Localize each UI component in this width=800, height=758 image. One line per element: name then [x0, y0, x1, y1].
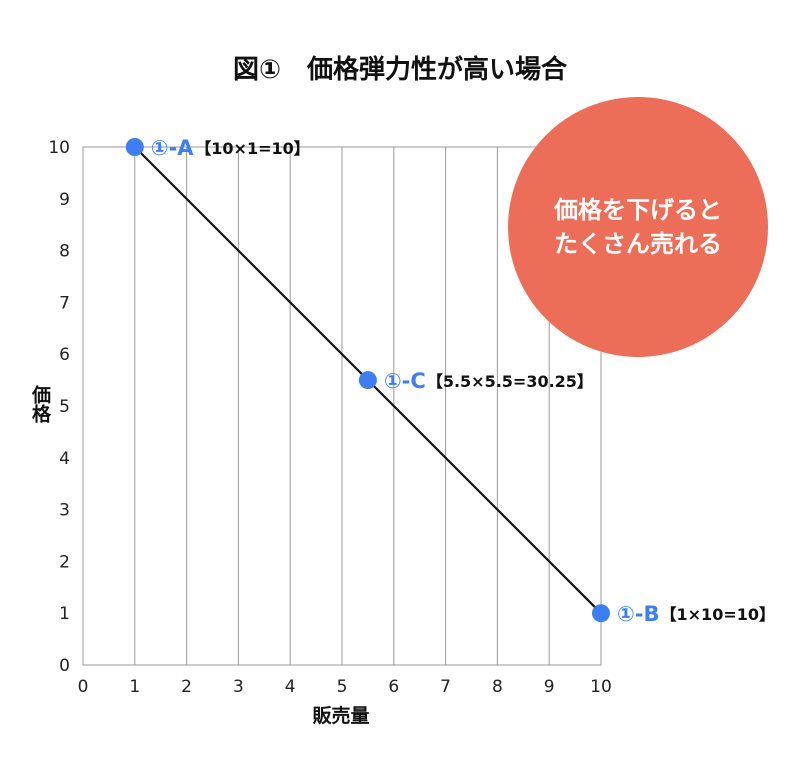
x-tick-label: 10	[590, 677, 612, 697]
x-tick-label: 1	[129, 677, 140, 697]
y-tick-label: 1	[59, 604, 70, 624]
y-tick-label: 4	[59, 449, 70, 469]
y-tick-label: 6	[59, 345, 70, 365]
x-tick-label: 6	[388, 677, 399, 697]
chart-title: 図① 価格弾力性が高い場合	[233, 54, 568, 85]
x-tick-label: 4	[285, 677, 296, 697]
x-tick-label: 7	[440, 677, 451, 697]
x-tick-label: 8	[492, 677, 503, 697]
y-tick-label: 7	[59, 293, 70, 313]
point-note: 【1×10=10】	[661, 605, 775, 624]
tick-labels: 0 1 2 3 4 5 6 7 8 9 10 0 1 2 3 4 5 6 7 8 9 10	[48, 138, 611, 697]
y-axis-label: 価格	[29, 385, 52, 424]
y-tick-label: 2	[59, 552, 70, 572]
callout-line-1: 価格を下げると	[553, 196, 722, 224]
x-tick-label: 5	[337, 677, 348, 697]
point-label: ①-A	[151, 136, 194, 160]
point-note: 【10×1=10】	[195, 139, 309, 158]
y-tick-label: 0	[59, 656, 70, 676]
point-label: ①-C	[384, 369, 426, 393]
y-tick-label: 10	[48, 138, 70, 158]
point-note: 【5.5×5.5=30.25】	[427, 372, 593, 391]
data-point: ①-A 【10×1=10】	[125, 136, 310, 160]
y-tick-label: 9	[59, 190, 70, 210]
x-axis-label: 販売量	[312, 704, 369, 727]
callout-line-2: たくさん売れる	[554, 230, 722, 258]
y-tick-label: 5	[59, 397, 70, 417]
x-tick-label: 9	[544, 677, 555, 697]
grid	[82, 146, 602, 666]
data-point: ①-B 【1×10=10】	[592, 602, 775, 626]
data-point: ①-C 【5.5×5.5=30.25】	[358, 369, 593, 393]
point-marker	[125, 138, 144, 156]
point-marker	[592, 604, 610, 623]
y-tick-label: 3	[59, 501, 70, 521]
point-marker	[358, 371, 377, 390]
x-tick-label: 3	[233, 677, 244, 697]
point-label: ①-B	[617, 602, 660, 626]
x-tick-label: 2	[181, 677, 192, 697]
data-points: ①-A 【10×1=10】 ①-C 【5.5×5.5=30.25】 ①-B 【1×10=1…	[125, 136, 775, 626]
callout-circle	[508, 97, 768, 357]
y-tick-label: 8	[59, 242, 70, 262]
x-tick-label: 0	[78, 677, 89, 697]
callout-bubble: 価格を下げると たくさん売れる	[508, 97, 768, 357]
